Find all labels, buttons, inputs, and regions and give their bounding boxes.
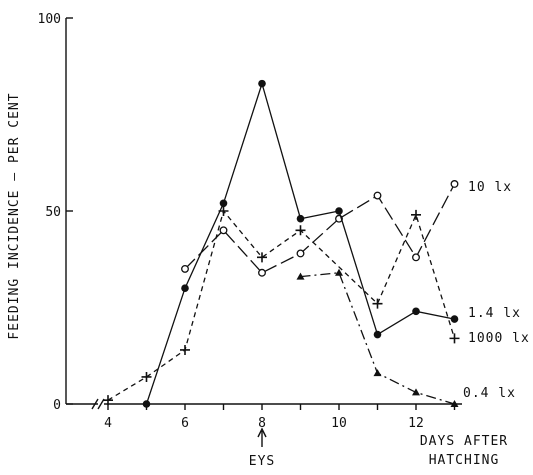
eys-arrow-head [257, 427, 267, 438]
data-point [450, 400, 459, 407]
data-point [258, 268, 266, 277]
series-label: 1000 lx [468, 331, 530, 346]
data-point [411, 209, 421, 220]
series-label: 10 lx [468, 180, 512, 195]
data-point [219, 226, 228, 235]
data-point [181, 264, 189, 273]
data-point [142, 400, 151, 408]
data-point [450, 315, 459, 323]
data-point [180, 344, 190, 355]
data-point [373, 330, 382, 339]
x-tick-label: 12 [408, 416, 424, 431]
series-label: 1.4 lx [468, 306, 521, 321]
series-layer [103, 79, 460, 408]
series-10-lx [181, 180, 459, 277]
x-axis-label: DAYS AFTER [420, 434, 508, 449]
data-point [450, 180, 459, 188]
eys-annotation: EYS [249, 454, 275, 469]
data-point [335, 207, 343, 215]
data-point [141, 371, 152, 382]
data-point [257, 252, 267, 263]
series-1-4-lx [142, 79, 459, 408]
series-0-4-lx [296, 268, 459, 407]
labels: 0 50 100 4 6 8 10 12 FEEDING INCIDENCE — PER CEN… [7, 12, 530, 469]
data-point [296, 249, 305, 258]
x-tick-label: 10 [331, 416, 347, 431]
y-tick-label: 100 [38, 12, 61, 27]
data-point [449, 333, 460, 344]
series-line [300, 272, 455, 405]
data-point [218, 206, 229, 216]
y-tick-label: 0 [53, 398, 61, 413]
data-point [258, 79, 266, 88]
data-point [412, 307, 420, 316]
series-line [107, 209, 456, 401]
x-tick-label: 8 [258, 416, 266, 431]
series-label: 0.4 lx [463, 386, 516, 401]
data-point [296, 272, 305, 280]
x-axis-label: HATCHING [429, 453, 500, 468]
data-point [372, 298, 383, 309]
data-point [219, 199, 228, 208]
axis-break-mark [91, 398, 99, 410]
data-point [373, 369, 382, 377]
y-axis-label: FEEDING INCIDENCE — PER CENT [7, 92, 22, 339]
data-point [412, 253, 420, 262]
data-point [295, 225, 306, 236]
data-point [103, 395, 113, 406]
data-point [373, 191, 382, 200]
data-point [335, 268, 343, 276]
data-point [412, 388, 420, 396]
y-tick-label: 50 [45, 205, 61, 220]
series-1000-lx [103, 206, 460, 406]
series-line [184, 183, 456, 274]
data-point [181, 284, 189, 293]
x-tick-label: 4 [104, 416, 112, 431]
axes [65, 17, 462, 410]
data-point [296, 214, 305, 223]
x-tick-label: 6 [181, 416, 189, 431]
